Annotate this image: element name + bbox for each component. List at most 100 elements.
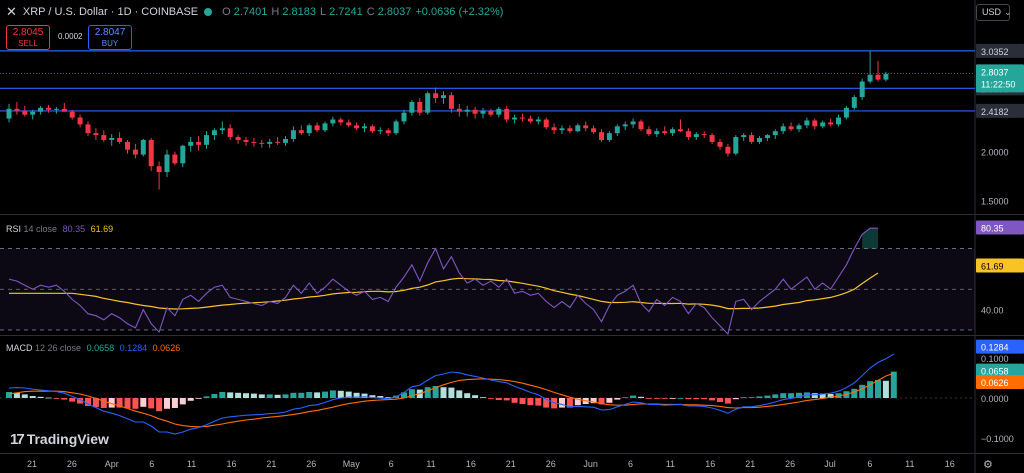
macd-histogram-bar — [724, 398, 731, 404]
candle-body — [322, 123, 328, 131]
candle-body — [543, 119, 549, 128]
macd-histogram-bar — [13, 392, 20, 398]
candle-body — [369, 126, 375, 132]
macd-macd-label-bg — [976, 339, 1024, 354]
macd-histogram-bar — [819, 393, 826, 398]
rsi-legend[interactable]: RSI 14 close 80.35 61.69 — [6, 224, 113, 234]
macd-histogram-bar — [535, 398, 542, 406]
buy-button[interactable]: 2.8047 BUY — [88, 25, 132, 50]
candle-body — [346, 122, 352, 126]
macd-histogram-bar — [717, 398, 723, 402]
rsi-value-label: 80.35 — [981, 223, 1004, 233]
candle-body — [820, 122, 826, 127]
macd-histogram-bar — [732, 398, 739, 400]
candle-body — [828, 122, 834, 125]
macd-histogram-bar — [53, 398, 60, 399]
candle-body — [188, 141, 194, 146]
candle-body — [685, 131, 691, 138]
sell-button[interactable]: 2.8045 SELL — [6, 25, 50, 50]
macd-name: MACD — [6, 343, 33, 353]
macd-histogram-bar — [377, 396, 384, 398]
candle-body — [235, 137, 241, 140]
rsi-tick: 40.00 — [981, 306, 1004, 316]
macd-histogram-bar — [329, 390, 336, 398]
rsi-params: 14 close — [23, 224, 58, 234]
macd-histogram-bar — [472, 395, 479, 398]
time-axis-labels: 21 26 Apr 6 11 16 21 26 May 6 11 16 21 26 Jun 6 11 16 21 26… — [27, 459, 955, 469]
market-status-icon[interactable] — [204, 8, 213, 16]
gear-icon[interactable]: ⚙ — [983, 459, 993, 471]
time-tick: 26 — [306, 459, 316, 469]
symbol-header: ✕ XRP / U.S. Dollar · 1D · COINBASE O 2.7… — [0, 0, 780, 24]
macd-legend[interactable]: MACD 12 26 close 0.0658 0.1284 0.0626 — [6, 343, 180, 353]
macd-histogram-bar — [298, 392, 305, 398]
candle-body — [227, 128, 233, 138]
candle-body — [662, 131, 668, 134]
candle-body — [298, 130, 304, 134]
macd-signal-label: 0.0626 — [981, 378, 1009, 388]
candle-body — [843, 107, 849, 118]
candle-body — [425, 93, 431, 113]
macd-histogram-bar — [764, 395, 771, 398]
currency-select[interactable]: USD ⌄ — [976, 4, 1012, 21]
macd-histogram-bar — [685, 398, 692, 400]
candle-body — [709, 135, 715, 142]
macd-histogram-bar — [353, 392, 360, 398]
candle-body — [259, 142, 265, 144]
candle-body — [788, 126, 794, 130]
time-tick: 16 — [466, 459, 476, 469]
candle-body — [670, 129, 676, 134]
macd-histogram-bar — [796, 392, 802, 398]
macd-histogram-bar — [401, 392, 407, 398]
macd-tick: 0.1000 — [981, 354, 1009, 364]
macd-histogram-bar — [21, 394, 28, 398]
macd-histogram-bar — [195, 398, 202, 399]
macd-histogram-bar — [851, 388, 858, 398]
macd-signal-value: 0.0626 — [152, 343, 181, 353]
rsi-overbought-fill — [862, 228, 878, 249]
candle-body — [583, 125, 589, 129]
last-price-label: 2.8037 — [981, 67, 1009, 77]
rsi-value-label-bg — [976, 220, 1024, 235]
rsi-ma-value: 61.69 — [90, 224, 114, 234]
time-tick: 6 — [149, 459, 154, 469]
macd-line — [8, 353, 895, 435]
macd-hist-value: 0.0658 — [86, 343, 115, 353]
macd-histogram-bar — [559, 398, 565, 408]
candle-body — [733, 137, 739, 154]
candle-body — [796, 125, 802, 130]
macd-histogram-bar — [740, 397, 747, 398]
macd-histogram-bar — [148, 398, 155, 409]
tradingview-logo[interactable]: 17 TradingView — [10, 430, 109, 448]
macd-histogram-bar — [811, 393, 818, 398]
time-tick: 11 — [187, 459, 196, 469]
candle-body — [472, 109, 478, 114]
macd-tick: −0.1000 — [981, 434, 1014, 444]
candle-body — [693, 134, 699, 138]
candle-body — [61, 108, 67, 112]
candle-body — [441, 95, 446, 99]
horizontal-level-lines[interactable] — [0, 50, 975, 112]
time-tick: 11 — [426, 459, 435, 469]
time-tick: 16 — [945, 459, 955, 469]
macd-histogram-bar — [369, 395, 376, 398]
macd-tick: 0.0000 — [981, 394, 1009, 404]
candle-body — [567, 128, 573, 132]
close-icon[interactable]: ✕ — [6, 4, 17, 19]
candle-body — [219, 128, 225, 131]
candle-body — [290, 130, 296, 139]
candle-body — [109, 138, 115, 140]
macd-histogram-bar — [337, 390, 344, 398]
macd-histogram-bar — [6, 392, 12, 398]
time-tick: 26 — [67, 459, 77, 469]
macd-histogram-bar — [614, 398, 621, 400]
candle-body — [251, 141, 257, 143]
macd-histogram-bar — [140, 398, 147, 407]
macd-signal-label-bg — [976, 374, 1024, 389]
macd-histogram-bar — [440, 387, 447, 398]
symbol-title[interactable]: XRP / U.S. Dollar · 1D · COINBASE — [22, 6, 199, 18]
time-tick: 11 — [905, 459, 914, 469]
candle-body — [362, 126, 367, 129]
